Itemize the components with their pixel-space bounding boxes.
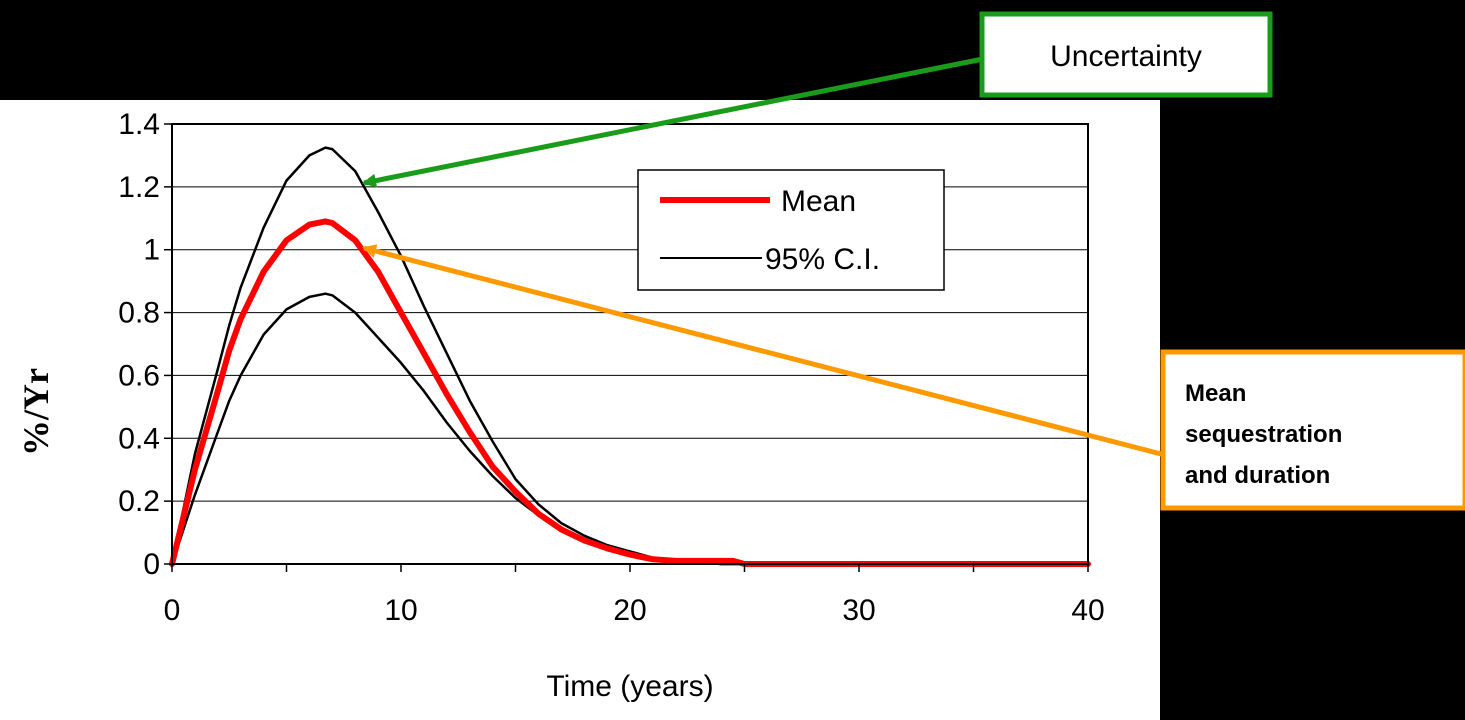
callout-mean-arrow [362, 244, 1166, 458]
legend-box [637, 169, 945, 291]
y-tick-label-6: 1.2 [118, 171, 160, 204]
x-tick-label-4: 40 [1071, 594, 1104, 627]
callout-uncertainty: Uncertainty [362, 11, 1273, 188]
x-tick-label-0: 0 [164, 594, 181, 627]
y-tick-label-4: 0.8 [118, 297, 160, 330]
x-axis-title: Time (years) [546, 670, 713, 703]
series-layer [169, 146, 1091, 567]
callout-mean-line-2: sequestration [1185, 421, 1342, 448]
callout-uncertainty-label: Uncertainty [1050, 40, 1202, 73]
tick-labels: 0 0.2 0.4 0.6 0.8 1 1.2 1.4 0 10 20 30 40 [118, 108, 1104, 627]
y-tick-label-5: 1 [143, 234, 160, 267]
x-tick-label-2: 20 [613, 594, 646, 627]
legend-label-mean: Mean [781, 185, 856, 218]
chart-area: 0 0.2 0.4 0.6 0.8 1 1.2 1.4 0 10 20 30 40 Time (year… [16, 108, 1105, 703]
axis-ticks [164, 123, 1089, 572]
callout-uncertainty-box [979, 11, 1273, 98]
y-tick-label-3: 0.6 [118, 359, 160, 392]
y-tick-label-1: 0.2 [118, 485, 160, 518]
y-tick-label-0: 0 [143, 548, 160, 581]
callout-mean-box [1160, 349, 1465, 511]
callout-mean: Mean sequestration and duration [362, 244, 1465, 511]
callout-uncertainty-arrow [362, 55, 989, 188]
plot-area [172, 124, 1088, 564]
callout-mean-line-3: and duration [1185, 462, 1330, 489]
x-tick-label-3: 30 [842, 594, 875, 627]
y-tick-label-2: 0.4 [118, 422, 160, 455]
y-tick-label-7: 1.4 [118, 108, 160, 141]
series-line-mean [169, 218, 1091, 567]
legend-label-ci: 95% C.I. [765, 243, 880, 276]
x-tick-label-1: 10 [384, 594, 417, 627]
callout-mean-line-1: Mean [1185, 380, 1246, 407]
y-axis-title: %/Yr [16, 368, 56, 456]
legend: Mean 95% C.I. [637, 169, 945, 291]
